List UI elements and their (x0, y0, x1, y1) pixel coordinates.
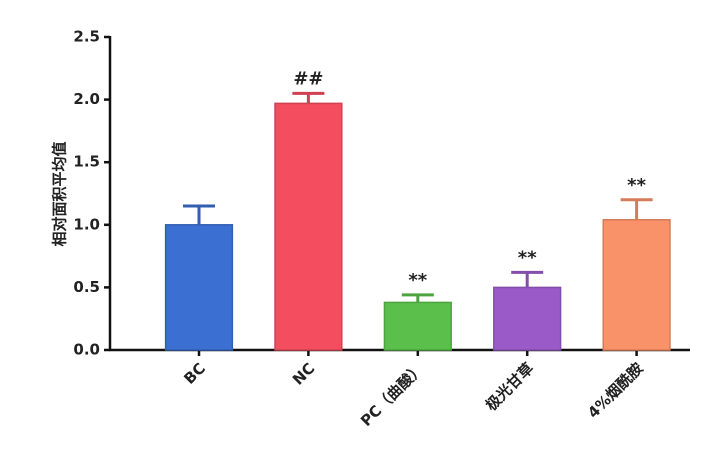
y-tick-label: 1.5 (73, 153, 100, 171)
x-tick-label: PC（曲酸） (357, 359, 428, 430)
x-tick-label: BC (180, 359, 209, 388)
bar (493, 286, 562, 351)
y-tick-label: 0.5 (73, 278, 100, 296)
bar (602, 219, 671, 351)
y-tick-label: 2.5 (73, 28, 100, 46)
bar (383, 301, 452, 351)
y-tick-label: 2.0 (73, 90, 100, 108)
significance-label: ** (408, 270, 427, 291)
y-tick-label: 0.0 (73, 341, 100, 359)
bar (274, 102, 343, 351)
x-tick-label: 4%烟酰胺 (584, 359, 647, 422)
x-tick-label: 极光甘草 (482, 359, 537, 414)
y-axis-label: 相对面积平均值 (51, 141, 69, 246)
bar (164, 224, 234, 351)
significance-label: ** (518, 247, 537, 268)
y-tick-label: 1.0 (73, 215, 100, 233)
significance-label: ## (293, 68, 323, 89)
x-tick-label: NC (289, 359, 318, 388)
significance-label: ** (627, 175, 646, 196)
